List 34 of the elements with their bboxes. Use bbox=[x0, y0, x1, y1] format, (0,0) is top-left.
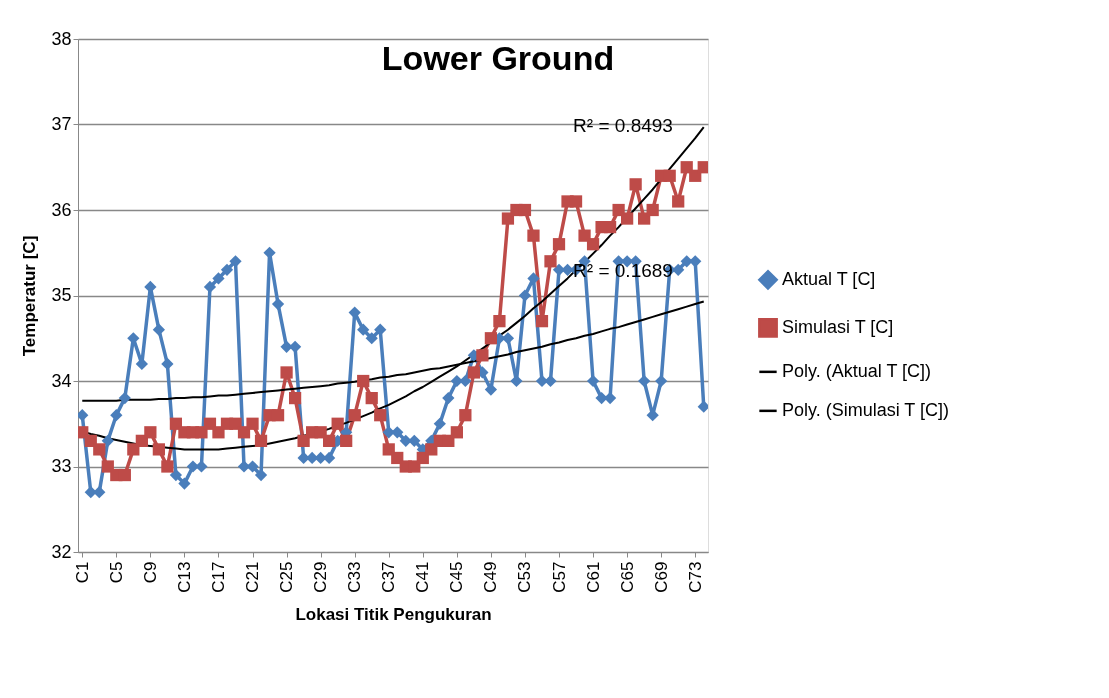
x-tick-label: C49 bbox=[481, 561, 501, 593]
y-tick-label: 34 bbox=[51, 370, 72, 391]
y-tick-label: 37 bbox=[51, 114, 72, 134]
x-tick-label: C9 bbox=[140, 561, 160, 584]
x-tick-label: C37 bbox=[379, 561, 399, 593]
x-tick-label: C21 bbox=[243, 561, 263, 593]
y-tick-label: 38 bbox=[51, 28, 72, 49]
x-tick-label: C29 bbox=[311, 561, 331, 593]
x-tick-label: C1 bbox=[72, 561, 92, 584]
x-tick-label: C33 bbox=[345, 561, 365, 593]
y-tick-label: 36 bbox=[51, 199, 72, 220]
annotation: R² = 0.8493 bbox=[573, 115, 673, 136]
legend-label: Poly. (Simulasi T [C]) bbox=[782, 399, 950, 420]
legend-label: Simulasi T [C] bbox=[782, 316, 894, 337]
y-tick-label: 32 bbox=[51, 541, 72, 562]
y-axis-title: Temperatur [C] bbox=[20, 235, 40, 357]
legend-label: Aktual T [C] bbox=[782, 268, 876, 289]
chart-title: Lower Ground bbox=[381, 39, 615, 77]
x-tick-label: C13 bbox=[174, 561, 194, 593]
x-tick-label: C53 bbox=[515, 561, 535, 593]
x-axis-title: Lokasi Titik Pengukuran bbox=[295, 604, 492, 624]
x-tick-label: C57 bbox=[549, 561, 569, 593]
x-tick-label: C61 bbox=[583, 561, 603, 593]
x-tick-label: C45 bbox=[447, 561, 467, 593]
legend-label: Poly. (Aktual T [C]) bbox=[782, 360, 932, 381]
x-tick-label: C73 bbox=[685, 561, 705, 593]
x-tick-label: C25 bbox=[277, 561, 297, 593]
x-tick-label: C69 bbox=[651, 561, 671, 593]
x-tick-label: C41 bbox=[413, 561, 433, 593]
y-tick-label: 33 bbox=[51, 456, 72, 476]
y-tick-label: 35 bbox=[51, 285, 72, 305]
x-tick-label: C5 bbox=[106, 561, 126, 584]
x-tick-label: C65 bbox=[617, 561, 637, 593]
x-tick-label: C17 bbox=[208, 561, 228, 593]
